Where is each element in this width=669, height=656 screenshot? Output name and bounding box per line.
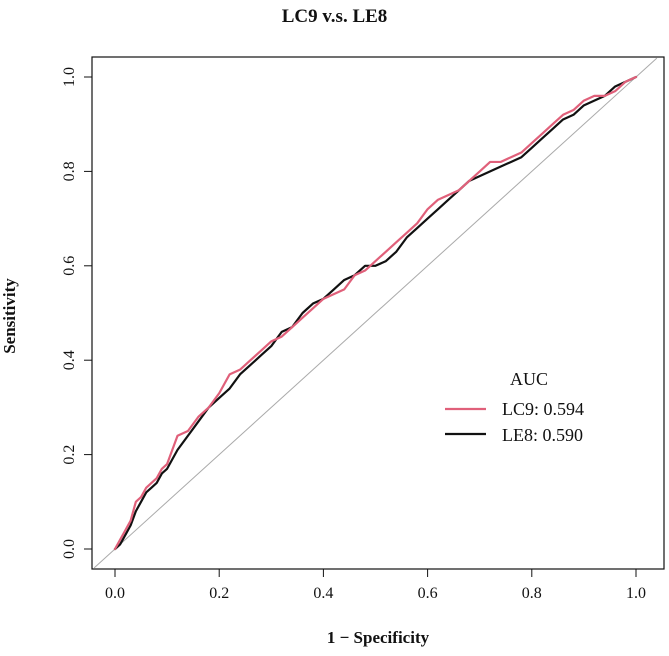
- y-tick-label: 0.2: [61, 445, 78, 465]
- y-tick-label: 0.8: [61, 161, 78, 181]
- chart-title: LC9 v.s. LE8: [281, 6, 388, 27]
- series-line-lc9: [113, 75, 638, 551]
- legend-entry-le8: LE8: 0.590: [502, 425, 583, 445]
- series-line-le8: [113, 75, 638, 551]
- series-layer: [113, 75, 638, 551]
- x-tick-label: 1.0: [626, 585, 646, 602]
- reference-diagonal-layer: [93, 57, 658, 569]
- legend: AUC LC9: 0.594 LE8: 0.590: [445, 369, 584, 445]
- x-tick-label: 0.0: [105, 585, 125, 602]
- x-tick-label: 0.6: [418, 585, 438, 602]
- legend-entry-lc9: LC9: 0.594: [502, 399, 584, 419]
- y-tick-label: 0.0: [61, 539, 78, 559]
- legend-title: AUC: [510, 369, 548, 389]
- x-tick-label: 0.4: [313, 585, 333, 602]
- y-tick-label: 1.0: [61, 67, 78, 87]
- x-tick-label: 0.2: [209, 585, 229, 602]
- reference-diagonal: [93, 57, 658, 569]
- y-tick-label: 0.4: [61, 350, 78, 370]
- x-axis: 0.0 0.2 0.4 0.6 0.8 1.0: [105, 568, 646, 602]
- y-tick-label: 0.6: [61, 256, 78, 276]
- x-tick-label: 0.8: [522, 585, 542, 602]
- x-axis-label: 1 − Specificity: [326, 628, 430, 647]
- y-axis: 0.0 0.2 0.4 0.6 0.8 1.0: [61, 67, 93, 559]
- y-axis-label: Sensitivity: [0, 278, 19, 354]
